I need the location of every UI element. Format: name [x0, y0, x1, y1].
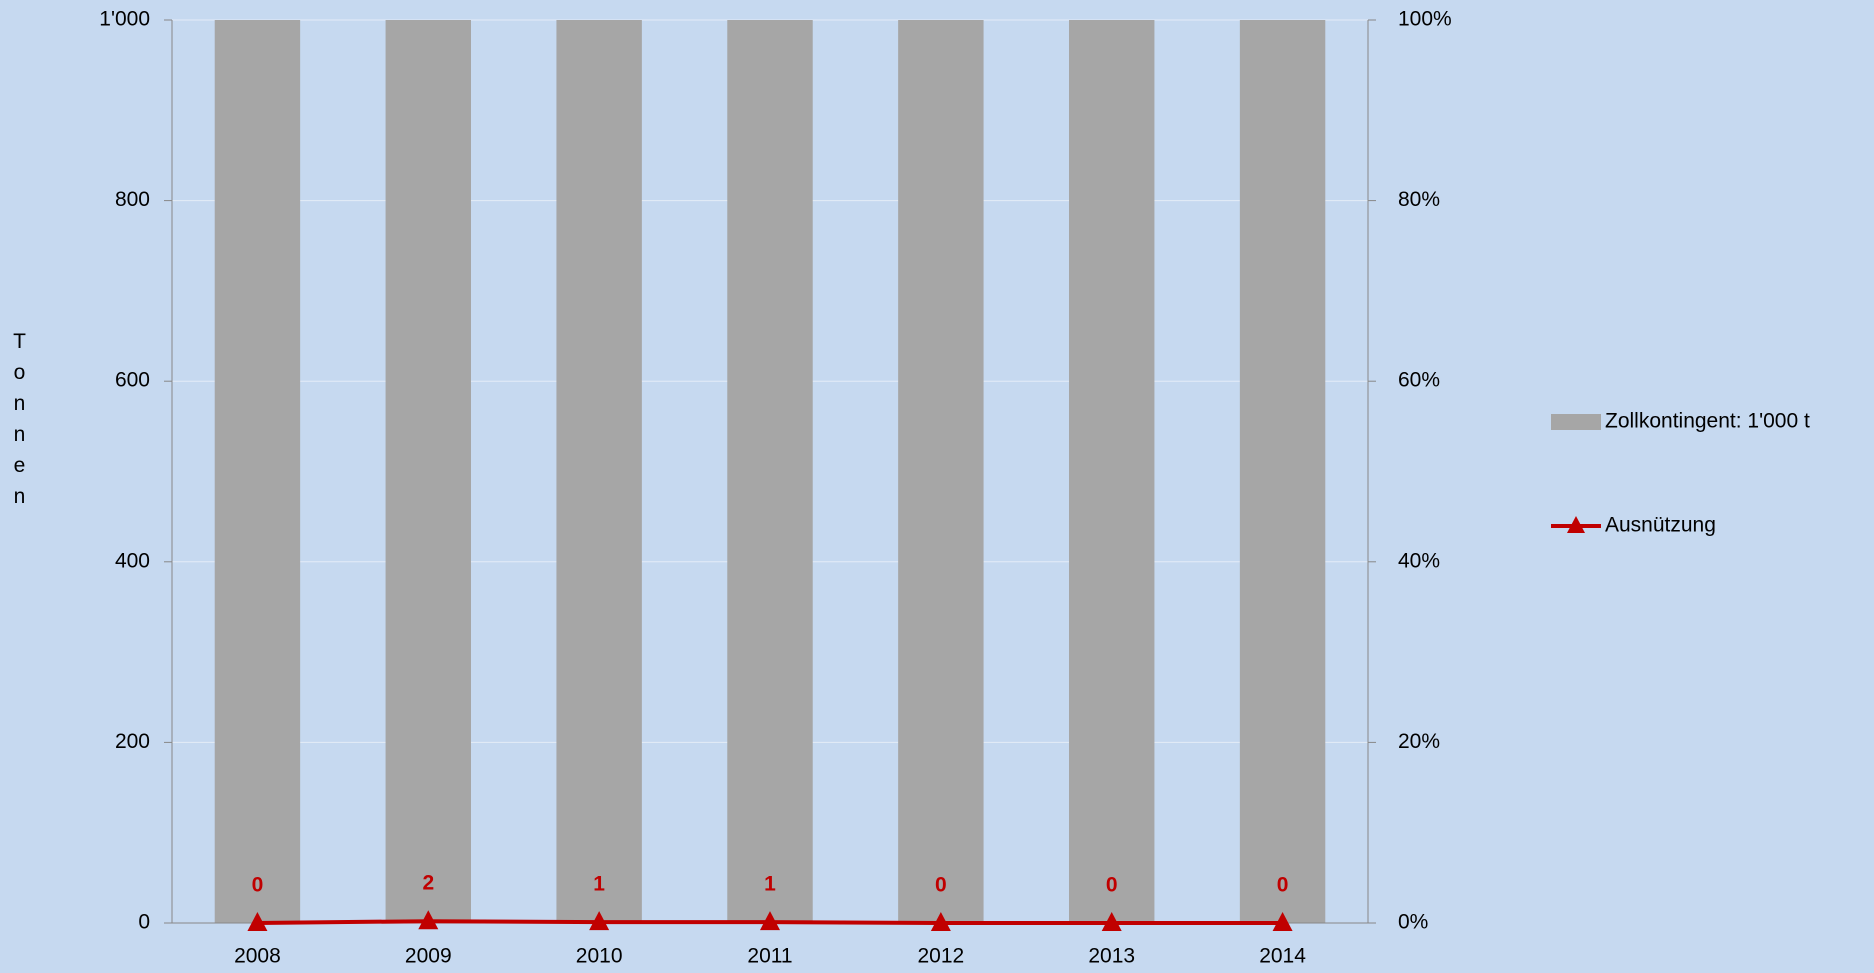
data-label: 0 [935, 874, 947, 897]
y2-tick-label: 80% [1398, 188, 1440, 211]
bar [556, 20, 642, 923]
y2-tick-label: 60% [1398, 369, 1440, 392]
x-tick-label: 2011 [747, 945, 792, 968]
marker [760, 911, 780, 931]
y-axis-label: Tonnen [8, 330, 31, 516]
data-label: 0 [1106, 874, 1118, 897]
bar [1239, 20, 1326, 923]
x-tick-label: 2009 [405, 945, 452, 968]
data-label: 2 [422, 872, 434, 895]
y-tick-label: 200 [115, 730, 150, 753]
bar [214, 20, 301, 923]
legend-marker [1567, 516, 1585, 533]
data-label: 1 [764, 873, 776, 896]
y2-tick-label: 100% [1398, 8, 1452, 31]
x-tick-label: 2012 [917, 945, 964, 968]
x-tick-label: 2010 [576, 945, 623, 968]
x-tick-label: 2014 [1259, 945, 1306, 968]
data-label: 0 [1277, 874, 1289, 897]
marker [1272, 912, 1293, 931]
bar [1069, 20, 1155, 923]
y2-tick-label: 40% [1398, 549, 1440, 572]
x-tick-label: 2013 [1088, 945, 1135, 968]
marker [589, 911, 610, 931]
marker [1101, 912, 1122, 931]
data-label: 1 [593, 873, 605, 896]
y-tick-label: 800 [115, 188, 150, 211]
legend-label: Ausnützung [1605, 514, 1716, 537]
bar [385, 20, 471, 923]
y2-tick-label: 0% [1398, 911, 1428, 934]
bar [898, 20, 984, 923]
y-tick-label: 600 [115, 369, 150, 392]
x-tick-label: 2008 [234, 945, 281, 968]
legend-swatch [1551, 414, 1601, 430]
marker [930, 912, 951, 931]
y-tick-label: 1'000 [99, 8, 150, 31]
marker [418, 910, 439, 930]
data-label: 0 [252, 874, 264, 897]
y-tick-label: 0 [138, 911, 150, 934]
y2-tick-label: 20% [1398, 730, 1440, 753]
marker [247, 912, 268, 931]
y-tick-label: 400 [115, 549, 150, 572]
bar [727, 20, 813, 923]
legend-label: Zollkontingent: 1'000 t [1605, 410, 1810, 433]
